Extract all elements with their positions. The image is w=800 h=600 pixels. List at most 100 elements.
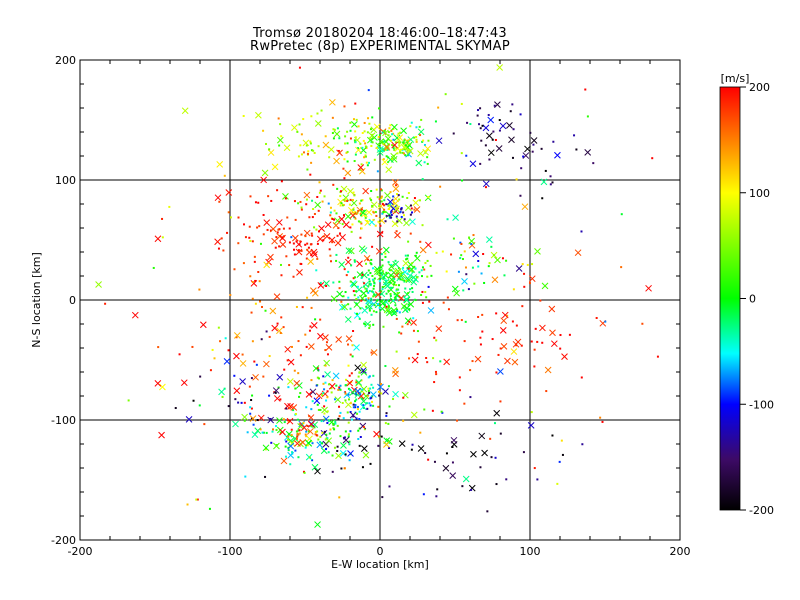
echo-dot <box>457 270 460 273</box>
echo-dot <box>213 357 216 360</box>
echo-dot <box>372 291 375 294</box>
echo-dot <box>503 274 506 277</box>
echo-dot <box>310 379 313 382</box>
echo-dot <box>406 141 409 144</box>
echo-dot <box>391 133 394 136</box>
echo-cross <box>365 208 373 216</box>
echo-dot <box>248 225 251 228</box>
echo-cross <box>370 300 378 308</box>
echo-dot <box>330 260 333 263</box>
echo-cross <box>342 221 350 229</box>
echo-cross <box>425 241 432 249</box>
echo-cross <box>386 198 394 206</box>
echo-dot <box>286 438 289 441</box>
echo-dot <box>254 201 257 204</box>
echo-cross <box>482 180 490 188</box>
echo-cross <box>338 215 346 223</box>
echo-cross <box>493 409 501 417</box>
echo-cross <box>382 298 390 306</box>
echo-dot <box>492 130 495 133</box>
echo-dot <box>599 416 602 419</box>
echo-dot <box>297 340 300 343</box>
echo-dot <box>333 209 336 212</box>
echo-dot <box>377 303 380 306</box>
echo-dot <box>221 395 224 398</box>
echo-dot <box>380 292 383 295</box>
echo-dot <box>278 144 281 147</box>
echo-dot <box>405 279 408 282</box>
echo-dot <box>274 246 277 249</box>
echo-dot <box>450 253 453 256</box>
echo-dot <box>293 369 296 372</box>
echo-cross <box>338 304 346 311</box>
echo-dot <box>400 215 403 218</box>
echo-dot <box>326 353 329 356</box>
echo-cross <box>419 246 427 254</box>
echo-cross <box>332 222 340 229</box>
echo-dot <box>277 228 280 231</box>
echo-dot <box>533 365 536 368</box>
echo-dot <box>338 415 341 418</box>
echo-cross <box>400 302 408 310</box>
echo-dot <box>157 346 160 349</box>
echo-dot <box>396 310 399 313</box>
echo-dot <box>427 458 430 461</box>
echo-dot <box>421 178 424 181</box>
echo-dot <box>408 357 411 360</box>
echo-dot <box>326 390 329 393</box>
echo-dot <box>332 423 335 426</box>
echo-dot <box>381 131 384 134</box>
echo-dot <box>397 288 400 291</box>
echo-dot <box>203 423 206 426</box>
chart-title: Tromsø 20180204 18:46:00–18:47:43 <box>252 26 508 41</box>
echo-dot <box>376 170 379 173</box>
echo-dot <box>305 406 308 409</box>
echo-dot <box>364 216 367 219</box>
echo-cross <box>260 176 268 184</box>
echo-dot <box>413 265 416 268</box>
echo-dot <box>233 374 236 377</box>
echo-dot <box>192 399 195 402</box>
echo-cross <box>390 152 398 160</box>
echo-dot <box>279 431 282 434</box>
echo-cross <box>344 258 352 266</box>
echo-dot <box>304 235 307 238</box>
echo-dot <box>515 178 518 181</box>
echo-dot <box>425 356 428 359</box>
echo-dot <box>290 345 293 348</box>
echo-dot <box>284 445 287 448</box>
echo-dot <box>299 354 302 357</box>
echo-dot <box>483 281 486 284</box>
echo-dot <box>344 199 347 202</box>
echo-dot <box>401 151 404 154</box>
echo-dot <box>344 391 347 394</box>
echo-cross <box>180 379 188 387</box>
echo-dot <box>378 306 381 309</box>
echo-dot <box>441 411 444 414</box>
echo-cross <box>271 324 279 332</box>
echo-cross <box>381 158 389 166</box>
echo-cross <box>541 282 549 290</box>
echo-dot <box>363 130 366 133</box>
echo-dot <box>317 408 320 411</box>
echo-dot <box>431 409 434 412</box>
echo-dot <box>261 431 264 434</box>
echo-dot <box>351 211 354 214</box>
echo-dot <box>377 435 380 438</box>
echo-dot <box>378 107 381 110</box>
echo-dot <box>573 134 576 137</box>
echo-dot <box>392 128 395 131</box>
echo-cross <box>233 352 240 360</box>
echo-dot <box>217 247 220 250</box>
echo-dot <box>282 235 285 238</box>
echo-dot <box>399 151 402 154</box>
echo-dot <box>306 296 309 299</box>
echo-dot <box>377 405 380 408</box>
echo-dot <box>395 288 398 291</box>
echo-dot <box>297 249 300 252</box>
echo-dot <box>384 210 387 213</box>
echo-dot <box>412 329 415 332</box>
echo-dot <box>515 324 518 327</box>
echo-cross <box>312 365 320 372</box>
echo-dot <box>424 291 427 294</box>
